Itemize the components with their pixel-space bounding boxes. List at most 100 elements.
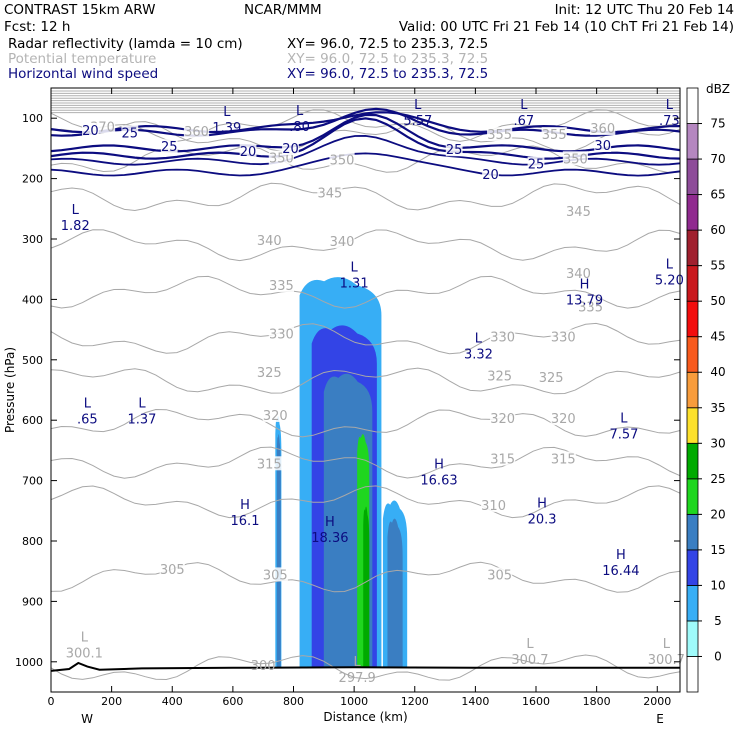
extremum-type-label: L bbox=[414, 98, 422, 113]
extremum-type-label: L bbox=[666, 257, 674, 272]
terrain-line bbox=[50, 661, 680, 672]
theta-contour-label: 335 bbox=[269, 279, 294, 294]
x-axis-title: Distance (km) bbox=[323, 710, 407, 724]
plot-frame bbox=[50, 87, 681, 693]
label-background bbox=[594, 137, 612, 152]
field-label-reflectivity: Radar reflectivity (lamda = 10 cm) bbox=[8, 36, 243, 52]
label-background bbox=[262, 567, 288, 582]
colorbar-swatch bbox=[686, 194, 699, 231]
extremum-type-label: H bbox=[240, 498, 250, 513]
wind-contour-label: 20 bbox=[482, 168, 499, 183]
extremum-value-label: 16.44 bbox=[602, 564, 639, 579]
extremum-value-label: 1.82 bbox=[61, 219, 90, 234]
theta-contour-label: 335 bbox=[578, 300, 603, 315]
x-tick-label: 0 bbox=[48, 695, 55, 708]
label-background bbox=[256, 365, 282, 380]
colorbar-tick-label: 70 bbox=[710, 152, 725, 166]
wind-contour-label: 20 bbox=[240, 145, 257, 160]
label-background bbox=[256, 456, 282, 471]
theta-contour-label: 330 bbox=[551, 330, 576, 345]
colorbar-tick-label: 40 bbox=[710, 365, 725, 379]
colorbar-tick-label: 45 bbox=[710, 330, 725, 344]
extremum-type-label: L bbox=[620, 411, 628, 426]
y-tick-label: 300 bbox=[22, 233, 43, 246]
colorbar-swatch bbox=[686, 336, 699, 373]
label-background bbox=[565, 203, 592, 218]
label-background bbox=[565, 266, 592, 281]
label-background bbox=[445, 142, 463, 157]
label-background bbox=[159, 561, 185, 576]
extremum-type-label: L bbox=[72, 203, 80, 218]
label-background bbox=[550, 410, 576, 425]
theta-contour-label: 340 bbox=[566, 267, 591, 282]
x-tick-label: 800 bbox=[283, 695, 304, 708]
x-tick-label: 2000 bbox=[643, 695, 671, 708]
extremum-value-label: 5.57 bbox=[403, 114, 432, 129]
extremum-type-label: L bbox=[475, 332, 483, 347]
y-tick-label: 500 bbox=[22, 354, 43, 367]
east-end-label: E bbox=[656, 712, 664, 726]
extremum-type-label: L bbox=[84, 396, 92, 411]
extremum-type-label: L bbox=[351, 260, 359, 275]
wind-speed-contour-line bbox=[50, 152, 681, 177]
theta-contour-label: 360 bbox=[184, 125, 209, 140]
x-tick-label: 1800 bbox=[583, 695, 611, 708]
colorbar-swatch bbox=[686, 158, 699, 195]
x-tick-label: 1400 bbox=[461, 695, 489, 708]
colorbar-swatch bbox=[686, 656, 699, 693]
extremum-value-label: 300.7 bbox=[648, 653, 685, 668]
y-tick-label: 600 bbox=[22, 414, 43, 427]
colorbar-tick-label: 65 bbox=[710, 188, 725, 202]
wind-contour-label: 25 bbox=[161, 140, 178, 155]
reflectivity-cell bbox=[387, 518, 403, 668]
label-background bbox=[262, 407, 288, 422]
extremum-type-label: L bbox=[296, 104, 304, 119]
label-background bbox=[490, 451, 516, 466]
label-background bbox=[550, 329, 576, 344]
x-tick-label: 1000 bbox=[340, 695, 368, 708]
label-background bbox=[527, 156, 545, 171]
extremum-value-label: 300.1 bbox=[66, 647, 103, 662]
theta-contour-label: 315 bbox=[490, 452, 515, 467]
label-background bbox=[317, 185, 343, 200]
field-xy-reflectivity: XY= 96.0, 72.5 to 235.3, 72.5 bbox=[287, 36, 489, 52]
extremum-value-label: 300.7 bbox=[511, 653, 548, 668]
reflectivity-cell bbox=[276, 434, 281, 668]
colorbar-swatch bbox=[686, 229, 699, 267]
extremum-type-label: L bbox=[666, 98, 674, 113]
wind-contour-label: 25 bbox=[122, 126, 139, 141]
extremum-value-label: 1.31 bbox=[340, 276, 369, 291]
colorbar-tick-label: 35 bbox=[710, 401, 725, 415]
label-background bbox=[329, 234, 355, 249]
potential-temperature-layer bbox=[50, 90, 681, 681]
wind-speed-contour-line bbox=[50, 111, 681, 134]
theta-contour-line bbox=[50, 654, 681, 681]
valid-time: Valid: 00 UTC Fri 21 Feb 14 (10 ChT Fri … bbox=[398, 19, 734, 35]
colorbar-tick-label: 20 bbox=[710, 507, 725, 521]
label-background bbox=[329, 152, 355, 167]
wind-contour-label: 25 bbox=[446, 143, 463, 158]
x-tick-label: 200 bbox=[101, 695, 122, 708]
extremum-type-label: H bbox=[325, 515, 335, 530]
colorbar-tick-label: 25 bbox=[710, 472, 725, 486]
colorbar-swatch bbox=[686, 585, 699, 622]
y-tick-label: 1000 bbox=[15, 656, 43, 669]
theta-contour-line bbox=[50, 408, 681, 438]
colorbar-swatch bbox=[686, 513, 699, 551]
colorbar: 0 5 10 15 20 25 30 35 40 45 50 55 60 65 70 75 dBZ bbox=[686, 82, 730, 693]
label-background bbox=[562, 151, 589, 166]
terrain-layer bbox=[50, 661, 680, 672]
field-label-wind-speed: Horizontal wind speed bbox=[8, 66, 159, 82]
label-background bbox=[82, 122, 99, 137]
extremum-value-label: 13.79 bbox=[566, 293, 603, 308]
colorbar-swatch bbox=[686, 478, 699, 515]
axes-layer: 0 200 400 600 800 1000 1200 1400 1600 1800 2000 100… bbox=[3, 87, 681, 726]
reflectivity-cell bbox=[363, 506, 370, 668]
theta-contour-label: 315 bbox=[551, 452, 576, 467]
label-background bbox=[487, 567, 513, 582]
theta-contour-line bbox=[50, 182, 681, 212]
theta-contour-line bbox=[50, 485, 681, 519]
theta-contour-label: 330 bbox=[490, 330, 515, 345]
theta-contour-label: 315 bbox=[257, 457, 282, 472]
theta-contour-line bbox=[50, 109, 681, 142]
